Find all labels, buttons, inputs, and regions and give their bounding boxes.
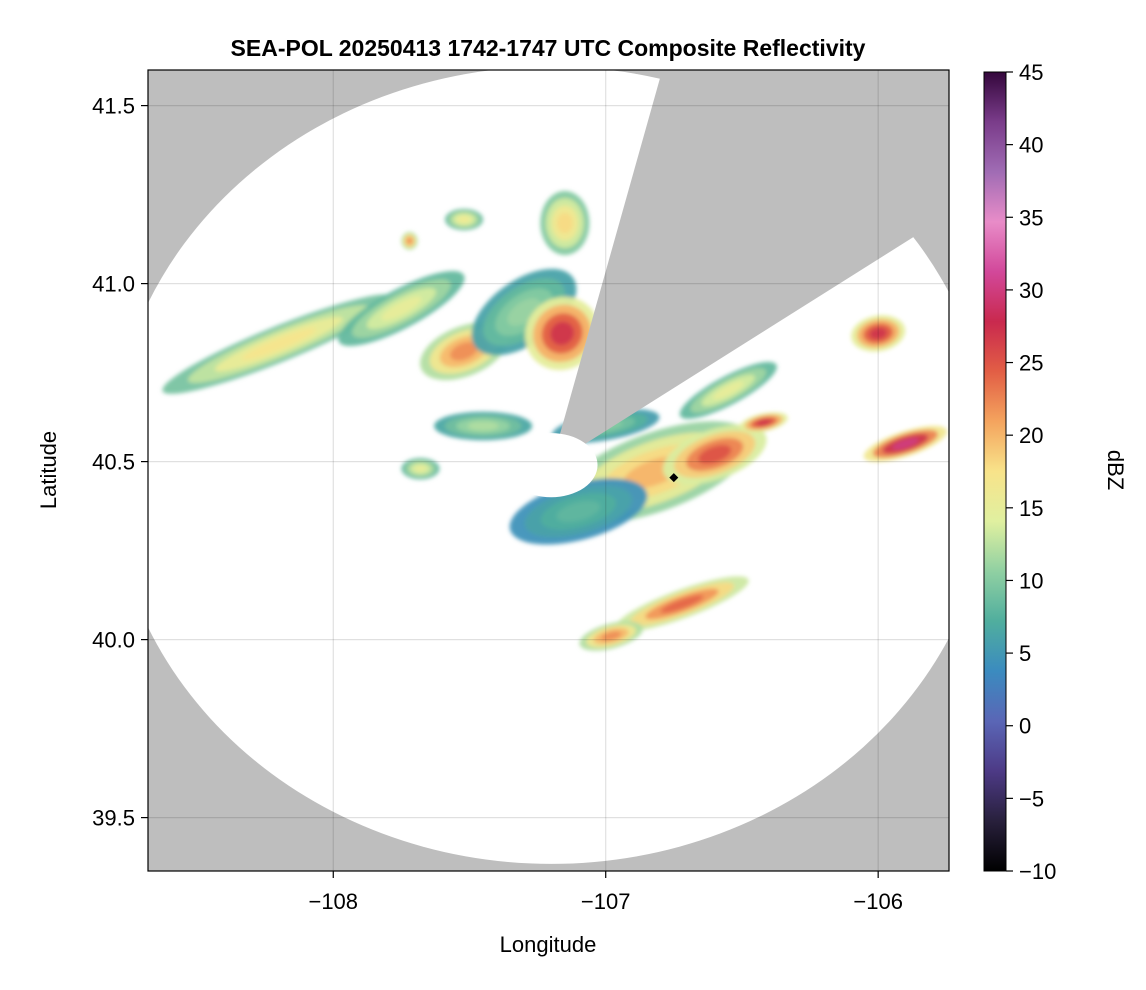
colorbar-tick-label: 15	[1019, 496, 1043, 521]
colorbar-tick-label: 10	[1019, 568, 1043, 593]
echo-cell	[579, 621, 643, 651]
y-tick-label: 41.5	[92, 94, 135, 119]
grid-lines	[148, 70, 949, 871]
echo-contour	[557, 212, 573, 234]
echo-cell	[401, 231, 418, 250]
inner-dead-zone	[504, 433, 598, 498]
x-axis-ticks: −108 −107 −106	[308, 871, 903, 914]
echo-contour	[406, 238, 413, 244]
echo-cell	[162, 294, 396, 394]
echo-cell	[471, 268, 577, 356]
colorbar-tick-label: −5	[1019, 786, 1044, 811]
colorbar-tick-label: 30	[1019, 278, 1043, 303]
colorbar-tick-label: 5	[1019, 641, 1031, 666]
echo-contour	[457, 216, 471, 223]
echo-contour	[869, 327, 887, 340]
echo-contour	[756, 419, 772, 426]
echo-cell	[662, 424, 767, 485]
site-marker-diamond	[669, 473, 679, 483]
echo-cell	[401, 458, 440, 480]
colorbar-tick-label: 35	[1019, 205, 1043, 230]
x-tick-label: −108	[308, 889, 358, 914]
echo-contour	[601, 631, 622, 641]
colorbar-tick-label: 25	[1019, 351, 1043, 376]
echo-contour	[712, 381, 744, 400]
echo-cell	[863, 425, 948, 462]
colorbar-tick-label: 20	[1019, 423, 1043, 448]
echo-contour	[381, 296, 422, 321]
echo-cell	[679, 361, 777, 419]
colorbar-tick-label: −10	[1019, 859, 1056, 884]
x-tick-label: −106	[853, 889, 903, 914]
x-tick-label: −107	[581, 889, 631, 914]
y-axis-ticks: 39.5 40.0 40.5 41.0 41.5	[92, 94, 148, 831]
y-tick-label: 40.5	[92, 450, 135, 475]
echo-cell	[540, 191, 590, 256]
echo-contour	[698, 444, 732, 465]
blocked-sector	[551, 70, 949, 466]
colorbar-tick-label: 40	[1019, 133, 1043, 158]
echo-cell	[434, 411, 533, 441]
x-axis-label: Longitude	[500, 932, 597, 957]
echo-cell	[739, 412, 788, 433]
chart-title: SEA-POL 20250413 1742-1747 UTC Composite…	[231, 35, 866, 61]
colorbar-gradient	[983, 71, 1007, 872]
echo-contour	[556, 500, 601, 523]
echo-contour	[467, 421, 499, 431]
colorbar-ticks: −10 −5 0 5 10 15 20 25 30 35 40 45	[1006, 60, 1056, 884]
colorbar-tick-label: 0	[1019, 714, 1031, 739]
colorbar: −10 −5 0 5 10 15 20 25 30 35 40 45 dBZ	[983, 60, 1128, 884]
echo-contour	[241, 328, 317, 361]
y-axis-label: Latitude	[36, 431, 61, 509]
reflectivity-echoes	[162, 191, 948, 651]
echo-contour	[660, 595, 704, 613]
plot-frame	[147, 69, 950, 872]
echo-cell	[338, 271, 465, 347]
y-tick-label: 39.5	[92, 806, 135, 831]
echo-cell	[851, 315, 906, 352]
y-tick-label: 41.0	[92, 272, 135, 297]
echo-contour	[449, 341, 479, 361]
echo-contour	[550, 321, 574, 346]
colorbar-tick-label: 45	[1019, 60, 1043, 85]
y-tick-label: 40.0	[92, 628, 135, 653]
colorbar-label: dBZ	[1103, 450, 1128, 490]
echo-cell	[444, 208, 484, 231]
map-plot-area	[148, 70, 949, 871]
echo-contour	[892, 438, 919, 450]
echo-cell	[525, 296, 600, 371]
echo-cell	[615, 576, 749, 632]
echo-contour	[507, 298, 541, 326]
echo-contour	[414, 465, 427, 473]
